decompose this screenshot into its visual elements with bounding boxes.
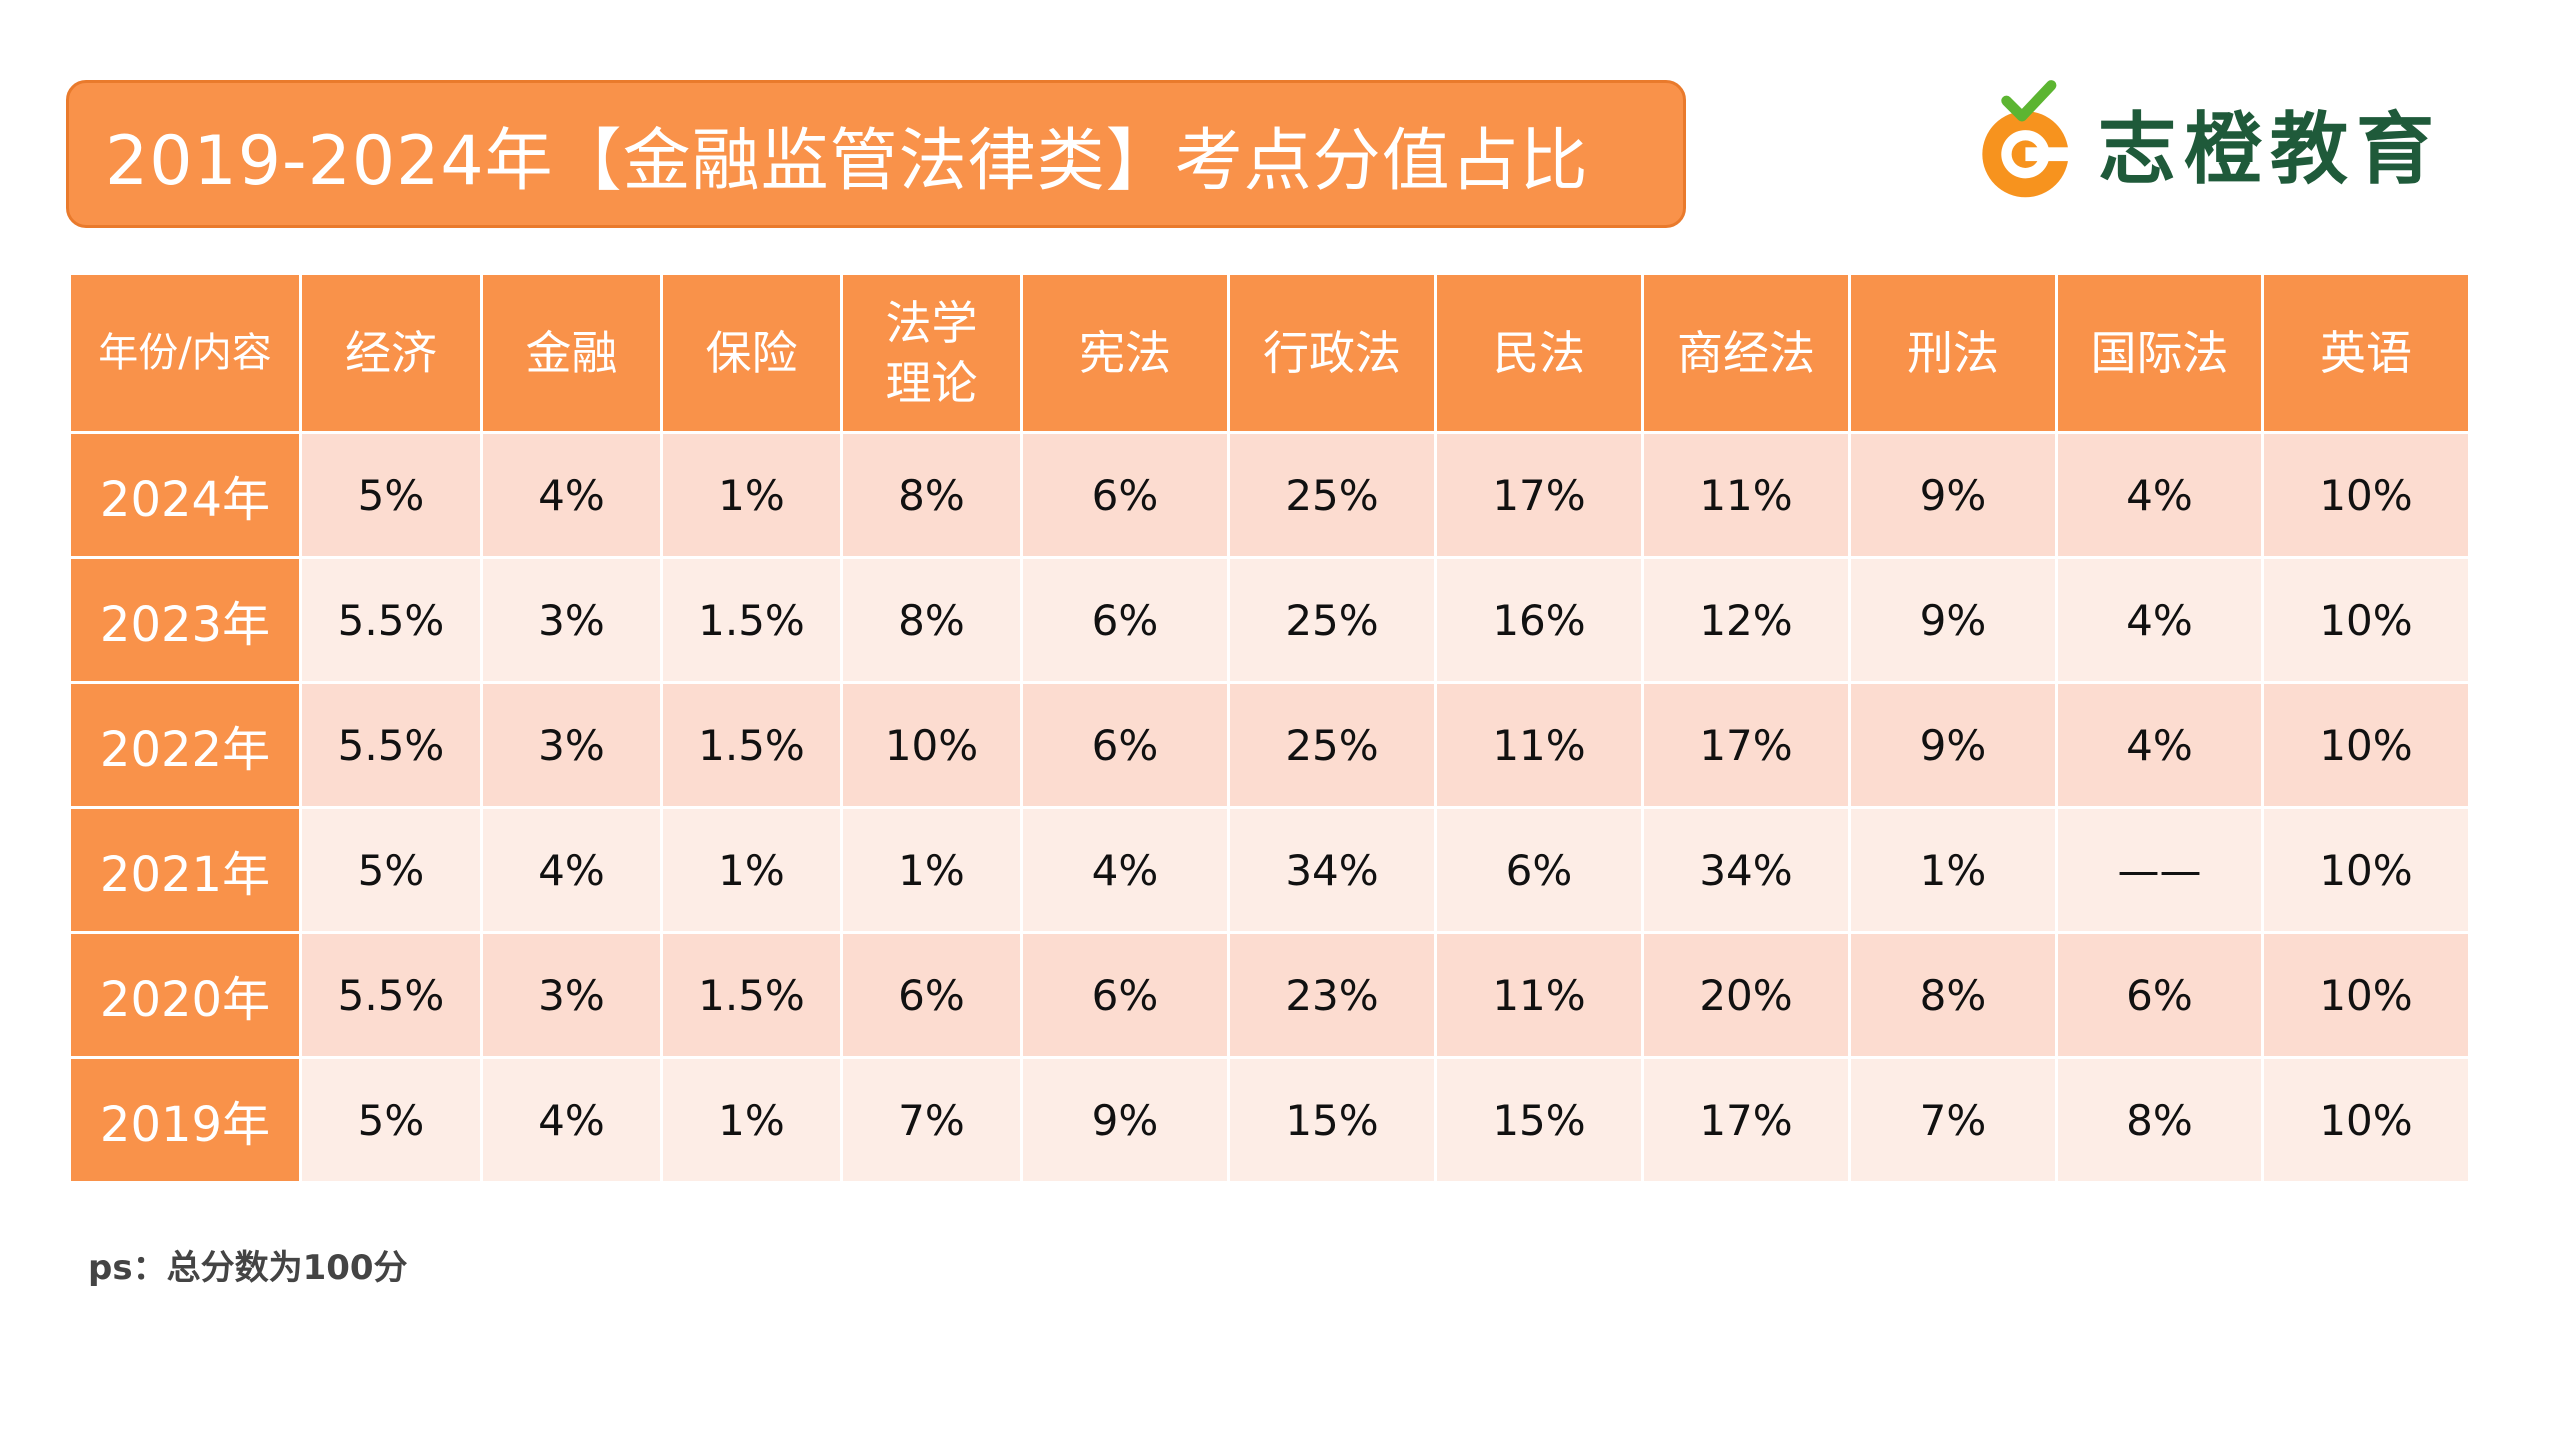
- year-cell: 2022年: [68, 681, 302, 809]
- page-title: 2019-2024年【金融监管法律类】考点分值占比: [105, 121, 1589, 201]
- header-cell: 经济: [299, 272, 483, 434]
- table-cell: 9%: [1848, 681, 2058, 809]
- table-cell: 1%: [660, 431, 843, 559]
- table-cell: 15%: [1227, 1056, 1437, 1184]
- table-cell: 12%: [1641, 556, 1851, 684]
- header-cell: 国际法: [2055, 272, 2264, 434]
- table-cell: 34%: [1641, 806, 1851, 934]
- table-cell: 3%: [480, 556, 663, 684]
- table-cell: 6%: [1020, 681, 1230, 809]
- table-cell: 6%: [1020, 556, 1230, 684]
- table-cell: 4%: [480, 431, 663, 559]
- table-cell: 6%: [840, 931, 1023, 1059]
- table-cell: 10%: [2261, 431, 2471, 559]
- table-cell: 10%: [2261, 681, 2471, 809]
- table-cell: 5.5%: [299, 556, 483, 684]
- table-cell: 5%: [299, 806, 483, 934]
- year-cell: 2019年: [68, 1056, 302, 1184]
- score-table: 年份/内容 经济 金融 保险 法学理论 宪法 行政法 民法 商经法 刑法 国际法…: [68, 272, 2471, 1184]
- table-cell: 5.5%: [299, 931, 483, 1059]
- table-cell: 6%: [1434, 806, 1644, 934]
- table-cell: 17%: [1641, 1056, 1851, 1184]
- table-cell: 4%: [2055, 431, 2264, 559]
- table-cell: 1.5%: [660, 681, 843, 809]
- year-cell: 2021年: [68, 806, 302, 934]
- table-cell: 10%: [840, 681, 1023, 809]
- table-cell: 23%: [1227, 931, 1437, 1059]
- table-cell: 4%: [1020, 806, 1230, 934]
- table-cell: 17%: [1641, 681, 1851, 809]
- header-cell: 保险: [660, 272, 843, 434]
- header-cell: 商经法: [1641, 272, 1851, 434]
- year-cell: 2023年: [68, 556, 302, 684]
- year-cell: 2024年: [68, 431, 302, 559]
- table-cell: 10%: [2261, 806, 2471, 934]
- table-cell: 11%: [1434, 681, 1644, 809]
- table-cell: 1.5%: [660, 556, 843, 684]
- brand-logo: 志橙教育: [1972, 68, 2442, 218]
- table-cell: 8%: [1848, 931, 2058, 1059]
- table-cell: 10%: [2261, 556, 2471, 684]
- year-cell: 2020年: [68, 931, 302, 1059]
- table-cell: 11%: [1434, 931, 1644, 1059]
- table-cell: 1%: [660, 1056, 843, 1184]
- table-cell: 10%: [2261, 931, 2471, 1059]
- table-cell: 6%: [1020, 431, 1230, 559]
- table-cell: 5.5%: [299, 681, 483, 809]
- brand-name: 志橙教育: [2097, 105, 2442, 195]
- table-cell: 9%: [1020, 1056, 1230, 1184]
- table-cell: 1%: [660, 806, 843, 934]
- table-cell: 8%: [840, 431, 1023, 559]
- table-row: 2022年 5.5% 3% 1.5% 10% 6% 25% 11% 17% 9%…: [68, 681, 2471, 809]
- header-cell: 英语: [2261, 272, 2471, 434]
- table-row: 2024年 5% 4% 1% 8% 6% 25% 17% 11% 9% 4% 1…: [68, 431, 2471, 559]
- table-cell: 5%: [299, 431, 483, 559]
- table-cell: 4%: [2055, 556, 2264, 684]
- table-cell: 11%: [1641, 431, 1851, 559]
- table-cell: 6%: [1020, 931, 1230, 1059]
- table-cell: 17%: [1434, 431, 1644, 559]
- table-cell: 9%: [1848, 556, 2058, 684]
- table-row: 2019年 5% 4% 1% 7% 9% 15% 15% 17% 7% 8% 1…: [68, 1056, 2471, 1184]
- table-cell: 3%: [480, 931, 663, 1059]
- table-cell: 3%: [480, 681, 663, 809]
- header-row: 年份/内容 经济 金融 保险 法学理论 宪法 行政法 民法 商经法 刑法 国际法…: [68, 272, 2471, 434]
- table-row: 2023年 5.5% 3% 1.5% 8% 6% 25% 16% 12% 9% …: [68, 556, 2471, 684]
- header-cell: 刑法: [1848, 272, 2058, 434]
- table-cell: 1.5%: [660, 931, 843, 1059]
- table-cell: 25%: [1227, 431, 1437, 559]
- table-cell: 9%: [1848, 431, 2058, 559]
- header-cell-text: 法学理论: [885, 296, 978, 410]
- table-cell: 6%: [2055, 931, 2264, 1059]
- table-cell: 10%: [2261, 1056, 2471, 1184]
- table-cell: 20%: [1641, 931, 1851, 1059]
- header-cell: 年份/内容: [68, 272, 302, 434]
- table-cell: 15%: [1434, 1056, 1644, 1184]
- table-cell: 25%: [1227, 556, 1437, 684]
- table-cell: 8%: [840, 556, 1023, 684]
- table-cell: ——: [2055, 806, 2264, 934]
- table-cell: 5%: [299, 1056, 483, 1184]
- footnote: ps：总分数为100分: [88, 1248, 408, 1288]
- table-cell: 4%: [2055, 681, 2264, 809]
- table-cell: 4%: [480, 806, 663, 934]
- table-cell: 7%: [1848, 1056, 2058, 1184]
- orange-c-check-icon: [1982, 80, 2078, 198]
- header-cell: 法学理论: [840, 272, 1023, 434]
- table-cell: 7%: [840, 1056, 1023, 1184]
- table-cell: 34%: [1227, 806, 1437, 934]
- title-banner: 2019-2024年【金融监管法律类】考点分值占比: [66, 80, 1686, 228]
- table-cell: 1%: [840, 806, 1023, 934]
- table-cell: 1%: [1848, 806, 2058, 934]
- table-cell: 25%: [1227, 681, 1437, 809]
- header-cell: 金融: [480, 272, 663, 434]
- header-cell: 民法: [1434, 272, 1644, 434]
- header-cell: 宪法: [1020, 272, 1230, 434]
- table-cell: 4%: [480, 1056, 663, 1184]
- table-cell: 16%: [1434, 556, 1644, 684]
- table-row: 2021年 5% 4% 1% 1% 4% 34% 6% 34% 1% —— 10…: [68, 806, 2471, 934]
- header-cell: 行政法: [1227, 272, 1437, 434]
- table-row: 2020年 5.5% 3% 1.5% 6% 6% 23% 11% 20% 8% …: [68, 931, 2471, 1059]
- table-cell: 8%: [2055, 1056, 2264, 1184]
